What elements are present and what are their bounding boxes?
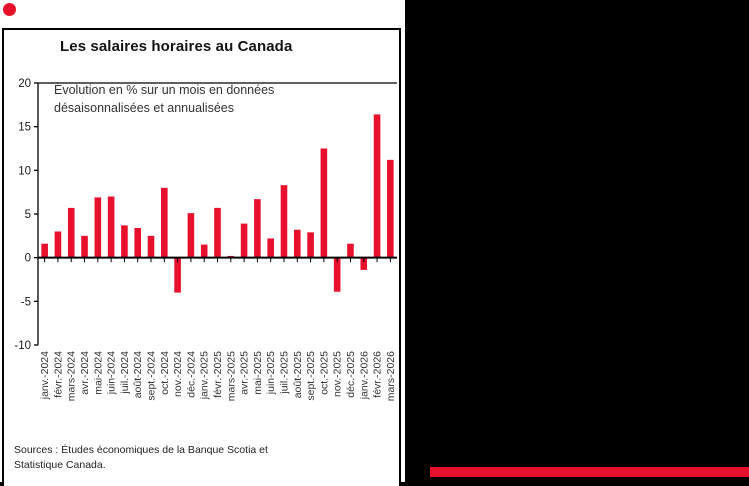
svg-text:-5: -5	[21, 296, 31, 308]
svg-text:5: 5	[25, 209, 31, 221]
svg-text:Évolution en % sur un mois en: Évolution en % sur un mois en données	[54, 82, 274, 97]
svg-text:nov.-2025: nov.-2025	[332, 351, 344, 397]
source-line-1: Sources : Études économiques de la Banqu…	[14, 444, 268, 456]
svg-text:0: 0	[25, 253, 31, 265]
svg-text:avr.-2025: avr.-2025	[239, 351, 251, 395]
svg-text:mars-2025: mars-2025	[225, 351, 237, 401]
chart-title: Les salaires horaires au Canada	[60, 38, 293, 55]
svg-text:mars-2024: mars-2024	[66, 351, 78, 401]
svg-text:févr.-2025: févr.-2025	[212, 351, 224, 398]
svg-text:févr.-2026: févr.-2026	[372, 351, 384, 398]
svg-text:juin-2025: juin-2025	[265, 351, 277, 395]
svg-text:mai-2024: mai-2024	[92, 351, 104, 395]
record-dot-icon	[3, 3, 16, 16]
svg-text:avr.-2024: avr.-2024	[79, 351, 91, 395]
svg-text:juil.-2025: juil.-2025	[278, 351, 290, 395]
svg-text:janv.-2026: janv.-2026	[358, 351, 370, 400]
source-line-2: Statistique Canada.	[14, 459, 106, 472]
svg-text:désaisonnalisées et annualisée: désaisonnalisées et annualisées	[54, 101, 234, 115]
red-strip	[430, 467, 749, 477]
svg-text:oct.-2024: oct.-2024	[159, 351, 171, 395]
svg-text:oct.-2025: oct.-2025	[318, 351, 330, 395]
svg-text:janv.-2025: janv.-2025	[199, 351, 211, 400]
svg-text:août-2024: août-2024	[132, 351, 144, 398]
svg-text:juil.-2024: juil.-2024	[119, 351, 131, 395]
svg-text:20: 20	[18, 78, 31, 90]
svg-text:mars-2026: mars-2026	[385, 351, 397, 401]
svg-text:15: 15	[18, 122, 31, 134]
svg-text:sept.-2025: sept.-2025	[305, 351, 317, 401]
svg-text:août-2025: août-2025	[292, 351, 304, 398]
svg-text:déc.-2025: déc.-2025	[345, 351, 357, 398]
svg-text:févr.-2024: févr.-2024	[52, 351, 64, 398]
svg-text:nov.-2024: nov.-2024	[172, 351, 184, 397]
svg-text:10: 10	[18, 165, 31, 177]
svg-text:déc.-2024: déc.-2024	[185, 351, 197, 398]
svg-text:juin-2024: juin-2024	[106, 351, 118, 395]
svg-text:sept.-2024: sept.-2024	[146, 351, 158, 401]
source-note: Sources : Études économiques de la Banqu…	[14, 443, 268, 473]
svg-text:-10: -10	[14, 340, 31, 352]
svg-text:mai-2025: mai-2025	[252, 351, 264, 395]
svg-text:janv.-2024: janv.-2024	[39, 351, 51, 400]
chart-frame: Les salaires horaires au Canada 20 15 10 5 0…	[2, 28, 401, 486]
